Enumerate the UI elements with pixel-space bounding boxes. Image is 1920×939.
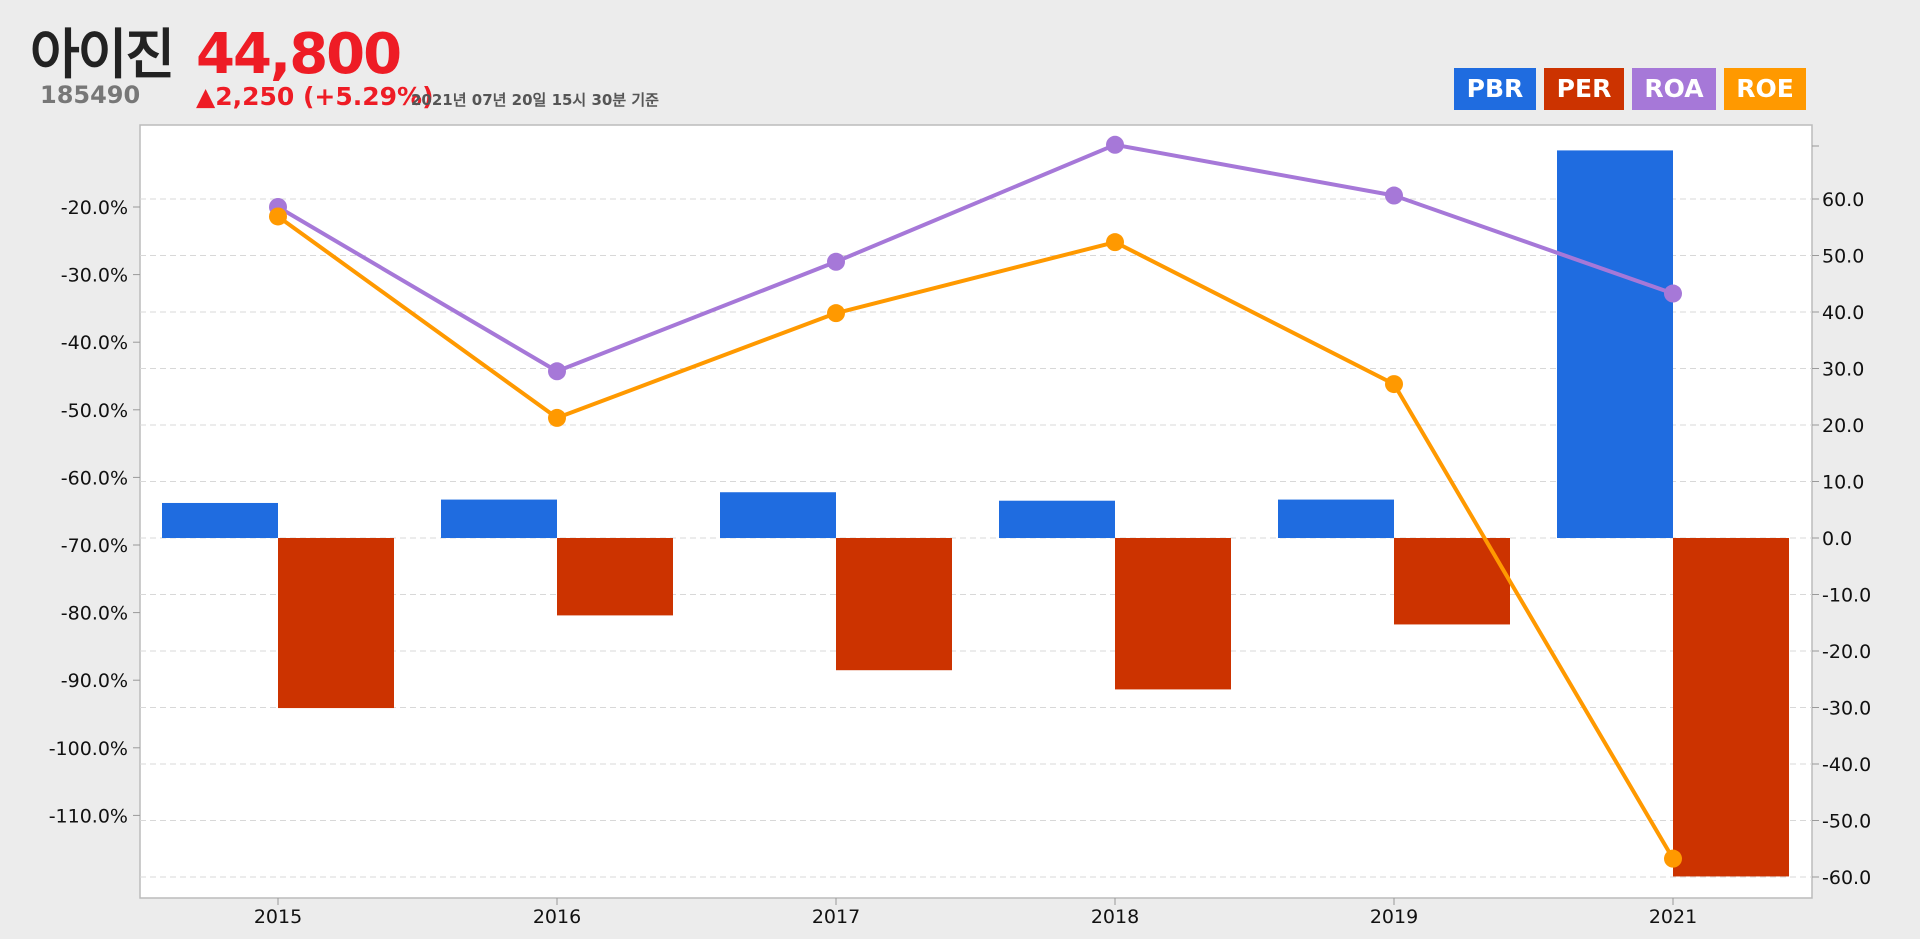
left-tick-label: -20.0% bbox=[61, 197, 128, 219]
x-tick-label: 2016 bbox=[533, 906, 581, 928]
roe-point[interactable] bbox=[827, 304, 845, 323]
right-tick-label: -40.0 bbox=[1822, 754, 1871, 776]
legend-roe-label: ROE bbox=[1736, 74, 1794, 103]
legend-roe[interactable]: ROE bbox=[1724, 68, 1806, 110]
right-tick-label: 10.0 bbox=[1822, 472, 1864, 494]
x-tick-label: 2018 bbox=[1091, 906, 1139, 928]
left-tick-label: -50.0% bbox=[61, 400, 128, 422]
x-tick-label: 2019 bbox=[1370, 906, 1418, 928]
right-tick-label: 20.0 bbox=[1822, 415, 1864, 437]
roa-point[interactable] bbox=[548, 362, 566, 381]
price-change: ▲2,250 (+5.29%) bbox=[196, 82, 434, 111]
pbr-bar[interactable] bbox=[1278, 499, 1394, 538]
roe-point[interactable] bbox=[1106, 233, 1124, 252]
per-bar[interactable] bbox=[1673, 538, 1789, 877]
right-tick-label: 40.0 bbox=[1822, 302, 1864, 324]
pbr-bar[interactable] bbox=[1557, 150, 1673, 538]
right-axis: 60.0 50.0 40.0 30.0 20.0 10.0 0.0 -10.0 -20.0 -30… bbox=[1812, 145, 1871, 889]
right-tick-label: 0.0 bbox=[1822, 528, 1852, 550]
per-bar[interactable] bbox=[557, 538, 673, 616]
legend-roa[interactable]: ROA bbox=[1632, 68, 1716, 110]
legend-per-label: PER bbox=[1556, 74, 1612, 103]
pbr-bar[interactable] bbox=[441, 499, 557, 538]
stock-header: 아이진 44,800 185490 ▲2,250 (+5.29%) 2021년 … bbox=[0, 0, 1920, 120]
left-tick-label: -30.0% bbox=[61, 265, 128, 287]
legend-pbr-label: PBR bbox=[1466, 74, 1524, 103]
roa-point[interactable] bbox=[1664, 284, 1682, 303]
right-tick-label: 50.0 bbox=[1822, 246, 1864, 268]
roe-point[interactable] bbox=[548, 408, 566, 427]
left-tick-label: -60.0% bbox=[61, 467, 128, 489]
legend-roa-label: ROA bbox=[1644, 74, 1704, 103]
x-tick-label: 2015 bbox=[254, 906, 302, 928]
roa-point[interactable] bbox=[1106, 135, 1124, 154]
bars bbox=[162, 150, 1789, 877]
left-axis: -20.0% -30.0% -40.0% -50.0% -60.0% -70.0% -80.… bbox=[49, 197, 140, 827]
lines bbox=[269, 135, 1682, 868]
right-tick-label: 60.0 bbox=[1822, 189, 1864, 211]
right-tick-label: -20.0 bbox=[1822, 641, 1871, 663]
left-tick-label: -80.0% bbox=[61, 603, 128, 625]
x-tick-label: 2021 bbox=[1649, 906, 1697, 928]
right-tick-label: 30.0 bbox=[1822, 359, 1864, 381]
per-bar[interactable] bbox=[836, 538, 952, 671]
right-tick-label: -30.0 bbox=[1822, 698, 1871, 720]
roa-point[interactable] bbox=[1385, 186, 1403, 205]
x-tick-label: 2017 bbox=[812, 906, 860, 928]
x-axis: 2015 2016 2017 2018 2019 2021 bbox=[254, 898, 1697, 928]
chart-legend: PBR PER ROA ROE bbox=[1454, 68, 1806, 110]
grid-dashes bbox=[140, 198, 1812, 878]
left-tick-label: -110.0% bbox=[49, 805, 128, 827]
roe-point[interactable] bbox=[269, 207, 287, 226]
right-tick-label: -10.0 bbox=[1822, 585, 1871, 607]
legend-pbr[interactable]: PBR bbox=[1454, 68, 1536, 110]
per-bar[interactable] bbox=[1115, 538, 1231, 690]
right-tick-label: -60.0 bbox=[1822, 867, 1871, 889]
left-tick-label: -70.0% bbox=[61, 535, 128, 557]
left-tick-label: -40.0% bbox=[61, 332, 128, 354]
per-bar[interactable] bbox=[278, 538, 394, 709]
left-tick-label: -90.0% bbox=[61, 670, 128, 692]
pbr-bar[interactable] bbox=[720, 492, 836, 538]
roa-line bbox=[276, 142, 1674, 374]
stock-code: 185490 bbox=[40, 81, 141, 109]
timestamp: 2021년 07년 20일 15시 30분 기준 bbox=[411, 91, 659, 109]
plot-area bbox=[139, 124, 1813, 899]
roa-point[interactable] bbox=[827, 252, 845, 271]
pbr-bar[interactable] bbox=[162, 502, 278, 538]
roe-line bbox=[276, 214, 1675, 860]
stock-name: 아이진 bbox=[30, 23, 175, 86]
left-tick-label: -100.0% bbox=[49, 738, 128, 760]
right-tick-label: -50.0 bbox=[1822, 811, 1871, 833]
roe-point[interactable] bbox=[1664, 849, 1682, 868]
pbr-bar[interactable] bbox=[999, 500, 1115, 538]
roe-point[interactable] bbox=[1385, 375, 1403, 394]
stock-price: 44,800 bbox=[196, 22, 402, 87]
legend-per[interactable]: PER bbox=[1544, 68, 1624, 110]
